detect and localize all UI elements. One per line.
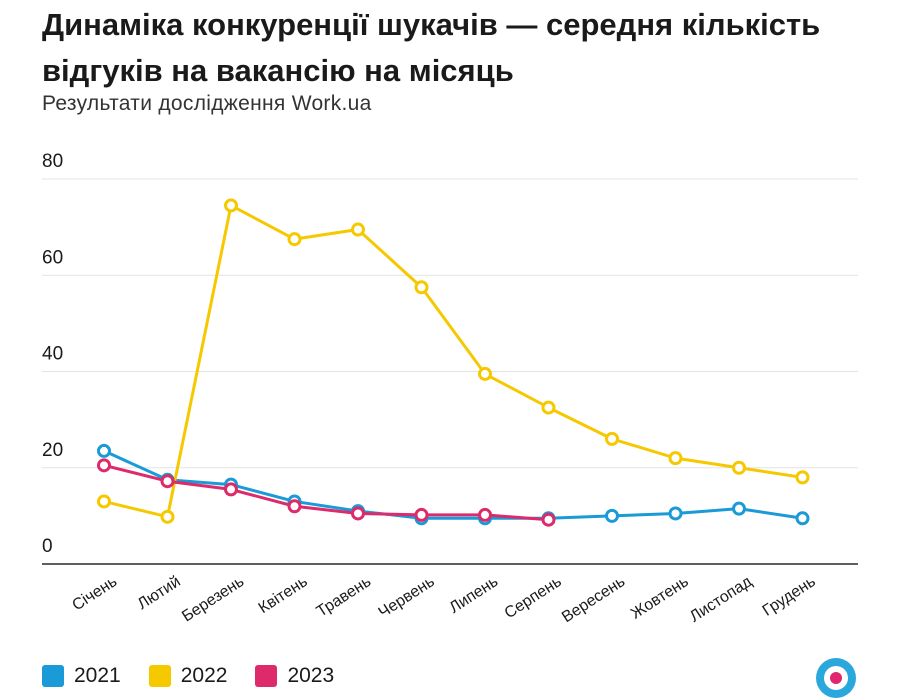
point-2022-6 (414, 280, 429, 295)
point-2022-11 (732, 460, 746, 475)
y-tick-label-60: 60 (42, 247, 63, 268)
legend-item-2023: 2023 (255, 664, 334, 688)
point-2022-7 (478, 366, 492, 381)
x-tick-label-1: Січень (69, 573, 120, 614)
logo-ring (824, 666, 848, 690)
series-layer (97, 198, 810, 527)
point-2022-1 (97, 494, 111, 509)
y-tick-label-0: 0 (42, 536, 53, 557)
legend-item-2021: 2021 (42, 664, 121, 688)
chart-title: Динаміка конкуренції шукачів — середня к… (42, 7, 821, 88)
legend-swatch-2023 (255, 665, 278, 687)
point-2022-9 (605, 431, 619, 446)
point-2023-7 (478, 507, 492, 522)
point-2022-12 (795, 470, 810, 485)
legend-swatch-2021 (42, 665, 64, 687)
legend-label-2021: 2021 (74, 664, 121, 687)
x-tick-label-7: Липень (446, 573, 501, 617)
point-2023-5 (351, 506, 365, 521)
point-2022-2 (160, 509, 175, 524)
point-2022-5 (351, 222, 365, 237)
x-tick-label-4: Квітень (256, 573, 311, 617)
y-tick-label-20: 20 (42, 440, 63, 461)
point-2022-10 (668, 451, 683, 466)
x-tick-label-11: Листопад (687, 573, 756, 626)
point-2023-1 (97, 458, 111, 473)
point-2023-4 (287, 499, 302, 514)
legend-label-2023: 2023 (287, 664, 335, 687)
chart-subtitle: Результати дослідження Work.ua (42, 92, 372, 115)
legend: 2021 2022 2023 (42, 664, 334, 688)
logo-dot (830, 672, 842, 684)
y-tick-label-40: 40 (42, 344, 63, 365)
point-2021-12 (795, 511, 810, 526)
x-tick-label-2: Лютий (135, 573, 184, 613)
point-2022-4 (287, 232, 302, 247)
point-2023-6 (414, 507, 429, 522)
point-2021-1 (97, 443, 111, 458)
x-tick-label-6: Червень (376, 573, 438, 621)
series-line-2021 (102, 449, 804, 520)
point-2023-8 (541, 512, 556, 527)
point-2023-3 (224, 482, 238, 497)
x-tick-label-12: Грудень (760, 573, 819, 620)
point-2023-2 (160, 474, 175, 489)
y-tick-label-80: 80 (42, 151, 63, 172)
y-axis-ticks: 0 20 40 60 80 (42, 151, 63, 557)
point-2021-11 (732, 501, 746, 516)
x-tick-label-9: Вересень (559, 573, 628, 626)
legend-item-2022: 2022 (148, 664, 228, 688)
series-line-2022 (102, 203, 804, 519)
point-2021-9 (605, 508, 619, 523)
work-ua-logo-icon (816, 658, 856, 698)
x-tick-label-10: Жовтень (628, 573, 692, 623)
x-tick-label-5: Травень (314, 573, 374, 621)
legend-swatch-2022 (148, 665, 171, 687)
legend-label-2022: 2022 (180, 664, 228, 687)
point-2022-8 (541, 400, 556, 415)
x-tick-label-3: Березень (179, 573, 247, 625)
point-2021-10 (668, 506, 683, 521)
x-tick-label-8: Серпень (502, 573, 565, 622)
series-line-2023 (102, 463, 550, 522)
point-2022-3 (224, 198, 238, 213)
